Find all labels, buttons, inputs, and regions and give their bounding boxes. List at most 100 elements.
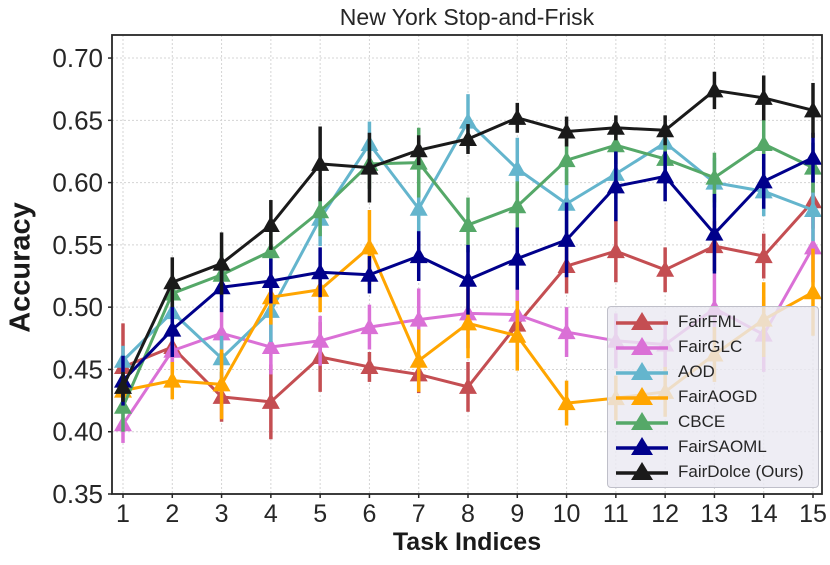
data-marker [754, 247, 773, 264]
data-marker [163, 371, 182, 388]
x-tick-label: 15 [799, 500, 827, 528]
data-marker [804, 201, 822, 218]
x-tick-label: 10 [553, 500, 581, 528]
data-marker [606, 136, 625, 153]
data-marker [508, 249, 527, 266]
x-tick-label: 9 [510, 500, 524, 528]
data-marker [261, 215, 280, 232]
legend-marker-icon [616, 437, 668, 456]
data-marker [656, 167, 675, 184]
data-marker [754, 134, 773, 151]
x-tick-label: 7 [412, 500, 426, 528]
data-marker [459, 130, 477, 147]
y-tick-label: 0.45 [52, 354, 103, 384]
legend-label: FairFML [678, 311, 742, 331]
data-marker [409, 247, 428, 264]
x-tick-label: 12 [651, 500, 679, 528]
x-tick-label: 11 [603, 500, 629, 528]
data-marker [163, 320, 182, 337]
legend-marker-icon [616, 361, 668, 380]
legend-item: FairFML [608, 309, 818, 334]
data-marker [261, 338, 280, 355]
data-marker [114, 397, 132, 414]
data-marker [606, 177, 625, 194]
data-marker [705, 224, 724, 241]
plot-border [111, 34, 823, 495]
data-marker [508, 108, 527, 125]
data-marker [409, 310, 428, 327]
data-marker [311, 202, 330, 219]
legend-item: FairAOGD [608, 384, 818, 409]
legend: FairFML FairGLC AOD FairAOGD CBCE FairSAOML Fa… [607, 306, 819, 488]
legend-label: FairSAOML [678, 437, 767, 457]
legend-marker-icon [616, 462, 668, 481]
legend-marker-icon [616, 336, 668, 355]
data-marker [606, 118, 625, 135]
data-marker [360, 318, 379, 335]
data-marker [606, 242, 625, 259]
data-marker [360, 357, 379, 374]
legend-item: AOD [608, 359, 818, 384]
data-marker [459, 314, 477, 331]
data-marker [557, 122, 576, 139]
data-marker [311, 263, 330, 280]
data-marker [360, 238, 379, 255]
data-marker [311, 331, 330, 348]
data-marker [212, 324, 231, 341]
data-marker [754, 172, 773, 189]
data-marker [557, 394, 576, 411]
data-marker [804, 238, 822, 255]
data-marker [557, 230, 576, 247]
x-tick-label: 2 [165, 500, 179, 528]
x-tick-label: 14 [750, 500, 778, 528]
data-marker [508, 197, 527, 214]
data-marker [261, 242, 280, 259]
x-tick-label: 3 [215, 500, 229, 528]
legend-item: FairSAOML [608, 435, 818, 460]
data-marker [459, 112, 477, 129]
y-tick-label: 0.40 [52, 417, 103, 447]
data-marker [459, 215, 477, 232]
data-marker [409, 141, 428, 158]
legend-item: FairDolce (Ours) [608, 460, 818, 485]
y-axis-label: Accuracy [4, 202, 37, 333]
data-marker [656, 260, 675, 277]
data-marker [360, 265, 379, 282]
data-marker [804, 148, 822, 165]
legend-label: FairDolce (Ours) [678, 462, 804, 482]
data-marker [163, 273, 182, 290]
data-marker [409, 351, 428, 368]
legend-marker-icon [616, 311, 668, 330]
x-axis-label: Task Indices [392, 528, 542, 556]
chart-title: New York Stop-and-Frisk [339, 4, 595, 30]
x-tick-label: 5 [313, 500, 327, 528]
legend-item: CBCE [608, 410, 818, 435]
data-marker [311, 154, 330, 171]
data-marker [212, 375, 231, 392]
y-tick-label: 0.60 [52, 168, 103, 198]
x-tick-label: 8 [461, 500, 475, 528]
data-marker [705, 168, 724, 185]
data-marker [360, 158, 379, 175]
y-tick-label: 0.55 [52, 230, 103, 260]
data-marker [459, 270, 477, 287]
y-tick-label: 0.65 [52, 105, 103, 135]
x-tick-label: 4 [264, 500, 278, 528]
data-marker [656, 121, 675, 138]
data-marker [804, 101, 822, 118]
data-marker [508, 326, 527, 343]
data-marker [705, 81, 724, 98]
data-marker [409, 199, 428, 216]
legend-label: FairAOGD [678, 386, 758, 406]
data-marker [459, 377, 477, 394]
data-marker [261, 392, 280, 409]
legend-label: FairGLC [678, 336, 743, 356]
legend-label: CBCE [678, 412, 726, 432]
legend-item: FairGLC [608, 334, 818, 359]
data-marker [754, 88, 773, 105]
data-marker [557, 151, 576, 168]
x-tick-label: 6 [362, 500, 376, 528]
data-marker [557, 323, 576, 340]
data-marker [114, 377, 132, 394]
